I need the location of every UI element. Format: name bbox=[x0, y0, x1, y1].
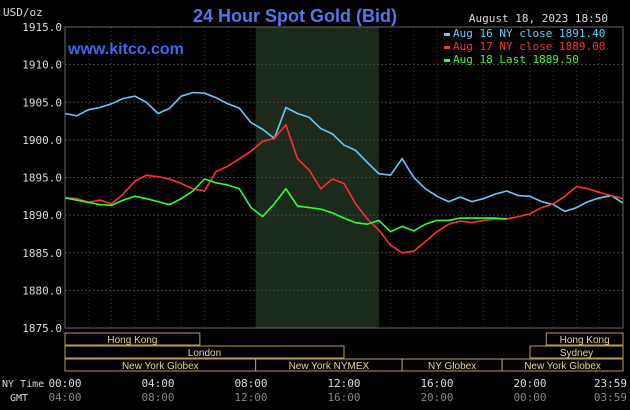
ny-time-label: NY Time bbox=[2, 379, 44, 390]
session-label: Hong Kong bbox=[107, 335, 157, 346]
y-tick-label: 1880.0 bbox=[22, 284, 62, 297]
session-label: New York Globex bbox=[524, 361, 601, 372]
y-tick-label: 1910.0 bbox=[22, 59, 62, 72]
y-tick-label: 1890.0 bbox=[22, 209, 62, 222]
session-label: London bbox=[188, 348, 221, 359]
session-label: Hong Kong bbox=[560, 335, 610, 346]
legend-swatch bbox=[444, 46, 450, 49]
x-tick-gmt: 04:00 bbox=[48, 391, 81, 404]
unit-label: USD/oz bbox=[3, 6, 43, 19]
x-tick-ny: 04:00 bbox=[141, 377, 174, 390]
y-axis-ticks: 1915.0 1910.0 1905.0 1900.0 1895.0 1890.0 1885… bbox=[22, 21, 62, 335]
x-tick-ny: 00:00 bbox=[48, 377, 81, 390]
series-line bbox=[64, 91, 624, 213]
session-bar bbox=[501, 358, 624, 372]
y-tick-label: 1905.0 bbox=[22, 96, 62, 109]
gmt-label: GMT bbox=[10, 393, 28, 404]
series-line bbox=[64, 178, 507, 233]
session-bar bbox=[529, 345, 624, 359]
legend-swatch bbox=[444, 59, 450, 62]
x-tick-gmt: 03:59 bbox=[594, 391, 627, 404]
session-bar bbox=[64, 332, 201, 346]
series-line bbox=[64, 123, 624, 254]
session-bar bbox=[64, 345, 345, 359]
y-tick-label: 1875.0 bbox=[22, 322, 62, 335]
session-label: New York NYMEX bbox=[289, 361, 370, 372]
y-tick-label: 1900.0 bbox=[22, 134, 62, 147]
x-tick-gmt: 12:00 bbox=[234, 391, 267, 404]
x-tick-gmt: 00:00 bbox=[513, 391, 546, 404]
watermark: www.kitco.com bbox=[67, 41, 184, 58]
legend-entry: Aug 16 NY close 1891.40 bbox=[453, 27, 605, 40]
x-tick-gmt: 20:00 bbox=[420, 391, 453, 404]
session-label: Sydney bbox=[560, 348, 593, 359]
y-tick-label: 1915.0 bbox=[22, 21, 62, 34]
x-tick-ny: 08:00 bbox=[234, 377, 267, 390]
timestamp: August 18, 2023 18:50 bbox=[469, 12, 608, 25]
x-tick-gmt: 08:00 bbox=[141, 391, 174, 404]
x-tick-gmt: 16:00 bbox=[327, 391, 360, 404]
legend-entry: Aug 18 Last 1889.50 bbox=[453, 53, 579, 66]
x-tick-ny: 23:59 bbox=[594, 377, 627, 390]
session-label: NY Globex bbox=[428, 361, 476, 372]
series-group bbox=[64, 91, 624, 254]
legend-swatch bbox=[444, 33, 450, 36]
y-tick-label: 1895.0 bbox=[22, 172, 62, 185]
session-label: New York Globex bbox=[122, 361, 199, 372]
x-tick-ny: 20:00 bbox=[513, 377, 546, 390]
y-tick-label: 1885.0 bbox=[22, 247, 62, 260]
plot-border bbox=[64, 26, 624, 329]
market-sessions: Hong Kong London New York Globex New York N… bbox=[64, 332, 624, 372]
x-axis-ticks: 00:0004:0004:0008:0008:0012:0012:0016:00… bbox=[48, 377, 627, 404]
legend-entry: Aug 17 NY close 1889.00 bbox=[453, 40, 605, 53]
x-tick-ny: 12:00 bbox=[327, 377, 360, 390]
chart-title: 24 Hour Spot Gold (Bid) bbox=[193, 6, 397, 26]
session-bar bbox=[545, 332, 624, 346]
x-tick-ny: 16:00 bbox=[420, 377, 453, 390]
